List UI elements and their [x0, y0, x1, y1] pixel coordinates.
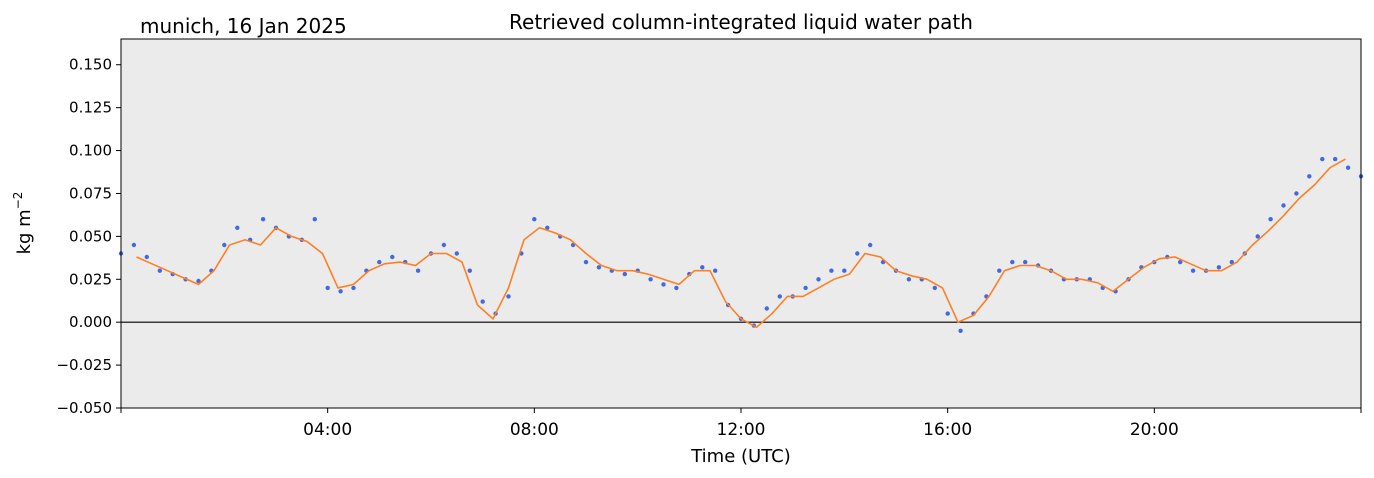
scatter-point [700, 265, 705, 270]
scatter-point [945, 311, 950, 316]
y-tick-label: 0.100 [69, 142, 112, 160]
scatter-point [674, 285, 679, 291]
scatter-point [454, 251, 459, 256]
x-tick-label: 12:00 [717, 420, 766, 440]
scatter-point [467, 268, 472, 273]
scatter-point [312, 217, 317, 222]
scatter-point [622, 271, 627, 277]
y-axis-title: kg m−2 [11, 192, 35, 255]
scatter-point [235, 225, 240, 230]
scatter-point [1255, 234, 1260, 239]
scatter-point [648, 277, 653, 282]
scatter-point [1307, 174, 1312, 179]
scatter-point [596, 265, 602, 270]
scatter-point [803, 285, 808, 291]
scatter-point [1294, 191, 1299, 196]
scatter-point [415, 268, 421, 273]
y-tick-label: −0.025 [56, 356, 112, 374]
scatter-point [351, 285, 356, 291]
scatter-point [1178, 259, 1183, 265]
scatter-point [1333, 156, 1338, 162]
scatter-point [338, 289, 343, 294]
smoothed-line [136, 158, 1346, 329]
x-axis-title: Time (UTC) [690, 446, 791, 467]
scatter-point [441, 242, 447, 248]
x-tick-label: 04:00 [303, 420, 352, 440]
y-tick-label: −0.050 [56, 399, 112, 417]
scatter-point [713, 268, 718, 273]
scatter-point [1022, 259, 1028, 265]
scatter-point [377, 259, 382, 265]
y-tick-label: 0.000 [69, 313, 112, 331]
chart-title: Retrieved column-integrated liquid water… [509, 10, 973, 34]
scatter-point [842, 268, 847, 273]
y-axis-title-base: kg m [14, 209, 35, 254]
scatter-point [131, 242, 137, 248]
scatter-point [868, 242, 873, 248]
y-tick-label: 0.075 [69, 184, 112, 202]
scatter-point [816, 277, 821, 282]
scatter-point [1010, 259, 1015, 265]
scatter-point [932, 285, 937, 291]
scatter-point [325, 285, 330, 291]
plot-background [121, 39, 1361, 408]
y-axis-title-exponent: −2 [11, 192, 25, 210]
x-tick-label: 08:00 [510, 420, 559, 440]
x-axis: 04:00 08:00 12:00 16:00 20:00 [120, 408, 1362, 440]
scatter-point [390, 254, 395, 260]
scatter-point [196, 278, 201, 284]
scatter-point [1190, 268, 1196, 273]
scatter-point [777, 294, 782, 299]
scatter-point [1229, 259, 1235, 265]
scatter-point [583, 259, 589, 265]
x-tick-label: 20:00 [1130, 420, 1179, 440]
scatter-point [260, 217, 266, 222]
scatter-point [906, 277, 912, 282]
scatter-point [1320, 156, 1325, 162]
y-axis: −0.050 −0.025 0.000 0.025 0.050 0.075 0.100 0.1… [56, 56, 121, 417]
smoothed-line-series [136, 158, 1346, 329]
scatter-point [764, 306, 769, 311]
scatter-point [661, 282, 666, 287]
scatter-point [1281, 203, 1286, 208]
scatter-point [1216, 265, 1222, 270]
y-tick-label: 0.025 [69, 270, 112, 288]
scatter-point [532, 217, 537, 222]
y-tick-label: 0.050 [69, 227, 112, 245]
scatter-point [480, 299, 485, 304]
scatter-point [222, 242, 227, 248]
scatter-point [144, 254, 149, 260]
scatter-point [958, 328, 963, 333]
y-tick-label: 0.150 [69, 56, 112, 74]
scatter-point [1345, 165, 1351, 170]
scatter-point [157, 268, 162, 273]
scatter-point [829, 268, 834, 273]
scatter-point [855, 251, 860, 256]
y-tick-label: 0.125 [69, 99, 112, 117]
x-tick-label: 16:00 [923, 420, 972, 440]
scatter-point [506, 294, 511, 299]
scatter-point [545, 225, 550, 230]
chart-subtitle: munich, 16 Jan 2025 [140, 14, 347, 38]
scatter-point [997, 268, 1002, 273]
scatter-point [1268, 217, 1273, 222]
